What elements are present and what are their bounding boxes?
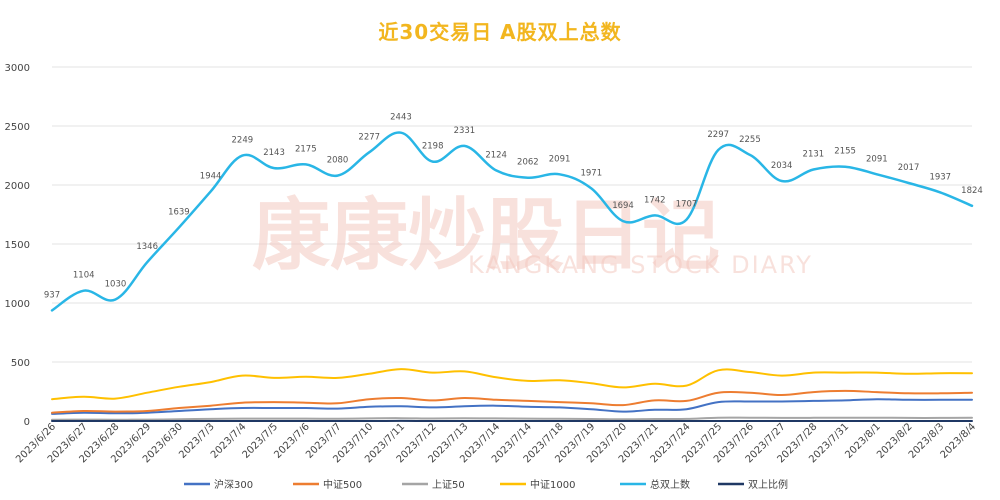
series-line-4 bbox=[50, 131, 974, 312]
data-label: 2034 bbox=[771, 161, 793, 171]
data-label: 2062 bbox=[517, 158, 539, 168]
y-tick-label: 2500 bbox=[5, 122, 30, 133]
data-label: 2080 bbox=[327, 156, 349, 166]
legend-item-label: 中证500 bbox=[323, 478, 362, 491]
data-label: 2155 bbox=[834, 147, 856, 157]
watermark-logo-text: 康康炒股日记 bbox=[252, 191, 720, 281]
data-label: 2017 bbox=[898, 163, 920, 173]
series-lines bbox=[50, 131, 974, 422]
data-label: 2443 bbox=[390, 113, 412, 123]
legend-item-label: 上证50 bbox=[432, 479, 465, 491]
legend[interactable]: 沪深300 中证500 上证50 中证1000 总双上数 双上比例 bbox=[184, 478, 788, 491]
data-label: 2091 bbox=[866, 154, 888, 164]
data-label: 2198 bbox=[422, 142, 444, 152]
series-line-2 bbox=[51, 416, 973, 421]
data-label: 1030 bbox=[105, 279, 127, 289]
data-label: 1639 bbox=[168, 208, 190, 218]
series-line-1 bbox=[51, 389, 973, 414]
data-label: 937 bbox=[44, 290, 60, 300]
data-label: 2131 bbox=[803, 150, 825, 160]
watermark-subtitle: KANGKANG STOCK DIARY bbox=[468, 251, 813, 279]
data-label: 1707 bbox=[676, 200, 698, 210]
data-label: 1694 bbox=[612, 201, 634, 211]
data-label: 1944 bbox=[200, 172, 222, 182]
series-line-3 bbox=[51, 368, 973, 401]
grid-lines bbox=[52, 66, 972, 422]
data-label: 2255 bbox=[739, 135, 761, 145]
chart-title: 近30交易日 A股双上总数 bbox=[378, 20, 622, 44]
watermark: 康康炒股日记 KANGKANG STOCK DIARY bbox=[252, 191, 813, 281]
data-label: 1742 bbox=[644, 195, 666, 205]
x-axis-ticks: 2023/6/262023/6/272023/6/282023/6/292023… bbox=[14, 421, 978, 465]
data-label: 2331 bbox=[454, 126, 476, 136]
data-label: 2249 bbox=[232, 136, 254, 146]
data-label: 1346 bbox=[136, 242, 158, 252]
data-label: 1971 bbox=[580, 168, 602, 178]
legend-item-label: 沪深300 bbox=[214, 478, 253, 491]
data-labels: 937 1104 1030 1346 1639 1944 2249 2143 2175 2080 2… bbox=[44, 113, 983, 301]
data-label: 2175 bbox=[295, 144, 317, 154]
legend-item-label: 总双上数 bbox=[650, 478, 690, 491]
data-label: 2297 bbox=[707, 130, 729, 140]
data-label: 2124 bbox=[485, 150, 507, 160]
series-line-0 bbox=[51, 398, 973, 415]
y-tick-label: 500 bbox=[11, 358, 30, 369]
y-axis-ticks: 0 500 1000 1500 2000 2500 3000 bbox=[5, 63, 30, 428]
y-tick-label: 0 bbox=[24, 417, 30, 428]
data-label: 1937 bbox=[929, 172, 951, 182]
y-tick-label: 1000 bbox=[5, 299, 30, 310]
legend-item-label: 中证1000 bbox=[530, 478, 575, 491]
y-tick-label: 3000 bbox=[5, 63, 30, 74]
data-label: 1824 bbox=[961, 186, 983, 196]
data-label: 1104 bbox=[73, 271, 95, 281]
data-label: 2277 bbox=[358, 132, 380, 142]
legend-item-label: 双上比例 bbox=[748, 478, 788, 491]
data-label: 2143 bbox=[263, 148, 285, 158]
y-tick-label: 2000 bbox=[5, 181, 30, 192]
data-label: 2091 bbox=[549, 154, 571, 164]
y-tick-label: 1500 bbox=[5, 240, 30, 251]
